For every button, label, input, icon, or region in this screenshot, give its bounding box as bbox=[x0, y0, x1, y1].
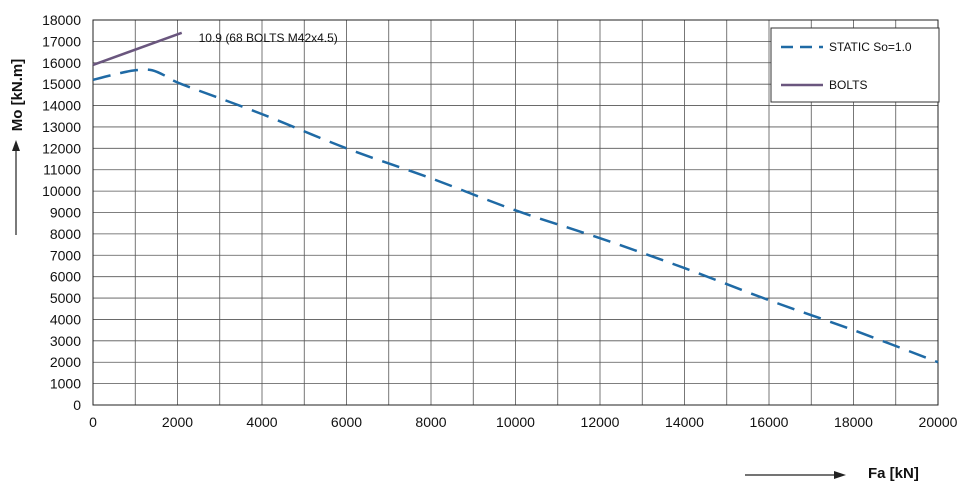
y-tick-labels: 0 1000 2000 3000 4000 5000 6000 7000 8000 9000 100… bbox=[42, 12, 81, 413]
x-tick-label: 10000 bbox=[496, 414, 535, 430]
legend-label-static: STATIC So=1.0 bbox=[829, 40, 912, 54]
x-tick-labels: 0 2000 4000 6000 8000 10000 12000 14000 16000 180… bbox=[89, 414, 958, 430]
x-axis-label: Fa [kN] bbox=[868, 465, 919, 482]
y-tick-label: 9000 bbox=[50, 205, 81, 221]
y-tick-label: 17000 bbox=[42, 33, 81, 49]
y-tick-label: 10000 bbox=[42, 183, 81, 199]
y-tick-label: 2000 bbox=[50, 354, 81, 370]
annotation-label: 10.9 (68 BOLTS M42x4.5) bbox=[199, 31, 338, 45]
y-tick-label: 16000 bbox=[42, 55, 81, 71]
y-tick-label: 13000 bbox=[42, 119, 81, 135]
x-tick-label: 20000 bbox=[919, 414, 958, 430]
legend: STATIC So=1.0 BOLTS bbox=[770, 27, 940, 103]
y-tick-label: 14000 bbox=[42, 98, 81, 114]
x-tick-label: 16000 bbox=[750, 414, 789, 430]
x-tick-label: 8000 bbox=[415, 414, 446, 430]
x-tick-label: 4000 bbox=[246, 414, 277, 430]
x-tick-label: 18000 bbox=[834, 414, 873, 430]
plot-border bbox=[92, 19, 939, 406]
y-tick-label: 4000 bbox=[50, 311, 81, 327]
series-line-bolts bbox=[92, 31, 183, 67]
y-tick-label: 0 bbox=[73, 397, 81, 413]
y-tick-label: 7000 bbox=[50, 247, 81, 263]
series-line-static bbox=[92, 68, 939, 364]
series-lines bbox=[92, 31, 939, 364]
legend-box bbox=[770, 27, 940, 103]
x-tick-label: 0 bbox=[89, 414, 97, 430]
x-tick-label: 14000 bbox=[665, 414, 704, 430]
y-tick-label: 8000 bbox=[50, 226, 81, 242]
legend-label-bolts: BOLTS bbox=[829, 78, 867, 92]
y-axis-arrow bbox=[12, 140, 20, 235]
x-tick-label: 2000 bbox=[162, 414, 193, 430]
annotations: 10.9 (68 BOLTS M42x4.5) bbox=[199, 31, 338, 45]
x-tick-label: 6000 bbox=[331, 414, 362, 430]
y-tick-label: 12000 bbox=[42, 140, 81, 156]
y-tick-label: 15000 bbox=[42, 76, 81, 92]
y-tick-label: 6000 bbox=[50, 269, 81, 285]
y-tick-label: 11000 bbox=[43, 162, 81, 178]
y-tick-label: 3000 bbox=[50, 333, 81, 349]
y-tick-label: 18000 bbox=[42, 12, 81, 28]
x-tick-label: 12000 bbox=[581, 414, 620, 430]
y-axis-label: Mo [kN.m] bbox=[9, 59, 26, 132]
y-tick-label: 1000 bbox=[50, 376, 81, 392]
x-axis-arrow bbox=[745, 471, 846, 479]
y-tick-label: 5000 bbox=[50, 290, 81, 306]
